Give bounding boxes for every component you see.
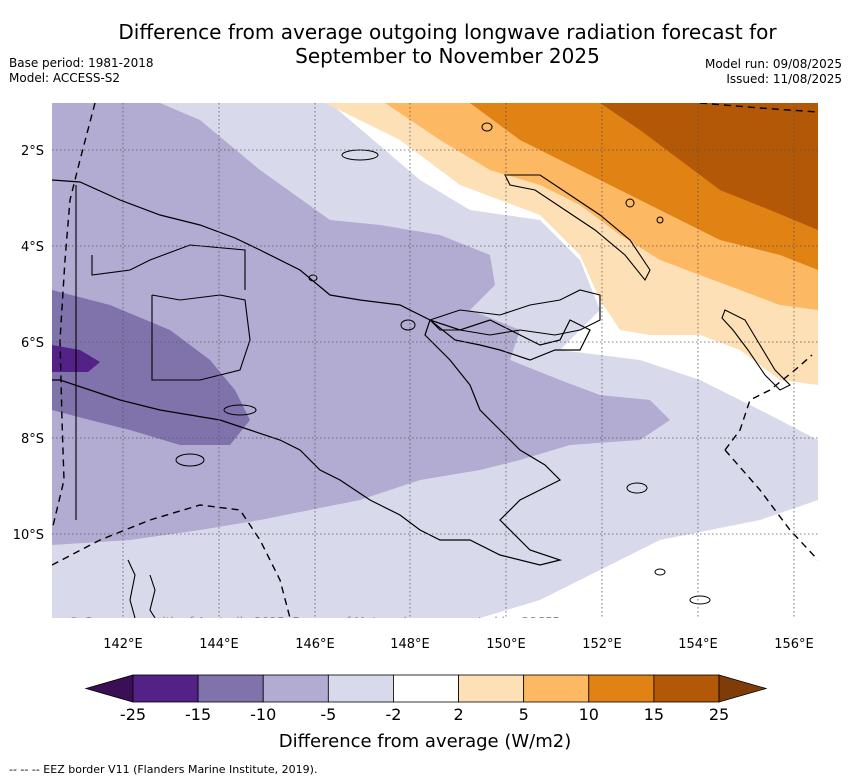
lon-tick-label: 152°E [582, 637, 622, 652]
meta-right: Model run: 09/08/2025 Issued: 11/08/2025 [705, 57, 842, 87]
colorbar-labels: -25 -15 -10 -5 -2 2 5 10 15 25 [120, 705, 729, 724]
eez-footnote: -- -- -- EEZ border V11 (Flanders Marine… [9, 763, 318, 776]
map-title: Difference from average outgoing longwav… [118, 20, 777, 68]
eez-border-lines [52, 103, 818, 618]
lon-tick-label: 144°E [199, 637, 239, 652]
coastline-new-ireland [504, 174, 651, 282]
colorbar-segment [588, 674, 655, 703]
colorbar-segment [458, 674, 525, 703]
colorbar-title: Difference from average (W/m2) [278, 731, 572, 752]
lat-tick-label: 8°S [21, 432, 44, 447]
colorbar-tick-label: -10 [250, 705, 276, 724]
lat-tick-label: 2°S [21, 144, 44, 159]
colorbar-segment [262, 674, 329, 703]
copyright-credit: © Commonwealth of Australia 2025, Bureau… [68, 615, 573, 629]
coastline-new-guinea [52, 179, 591, 566]
colorbar-segment [523, 674, 590, 703]
colorbar-segment [393, 674, 459, 703]
lat-tick-label: 4°S [21, 240, 44, 255]
colorbar-segment [132, 674, 199, 703]
colorbar-tick-label: 10 [579, 705, 599, 724]
colorbar-extend-high [718, 674, 768, 703]
lon-tick-label: 154°E [678, 637, 718, 652]
colorbar-tick-label: 25 [709, 705, 729, 724]
colorbar-tick-label: -2 [385, 705, 401, 724]
colorbar-tick-label: -15 [185, 705, 211, 724]
lon-tick-label: 156°E [774, 637, 814, 652]
lat-tick-label: 10°S [13, 528, 44, 543]
map-gridlines [52, 103, 818, 618]
colorbar-tick-label: 2 [453, 705, 463, 724]
meta-left: Base period: 1981-2018 Model: ACCESS-S2 [9, 56, 154, 86]
border-line [75, 185, 251, 520]
model-run-text: Model run: 09/08/2025 [704, 57, 842, 71]
anomaly-region-minus15-to-minus10 [52, 290, 250, 445]
colorbar-segment [653, 674, 720, 703]
anomaly-region-15-to-25 [600, 103, 818, 230]
lon-tick-label: 146°E [295, 637, 335, 652]
colorbar-segment [327, 674, 394, 703]
colorbar-tick-label: 15 [644, 705, 664, 724]
colorbar [84, 674, 768, 703]
issued-text: Issued: 11/08/2025 [726, 72, 842, 86]
colorbar-segment [197, 674, 264, 703]
lat-tick-label: 6°S [21, 336, 44, 351]
coastline-cape-york [127, 559, 156, 618]
colorbar-tick-label: 5 [519, 705, 529, 724]
colorbar-tick-label: -5 [320, 705, 336, 724]
lon-tick-label: 142°E [103, 637, 143, 652]
lon-tick-labels: 142°E 144°E 146°E 148°E 150°E 152°E 154°… [103, 637, 814, 652]
colorbar-tick-label: -25 [120, 705, 146, 724]
coastline-new-britain [428, 289, 601, 336]
lon-tick-label: 148°E [390, 637, 430, 652]
coastline-bougainville [721, 309, 791, 391]
lon-tick-label: 150°E [486, 637, 526, 652]
base-period-text: Base period: 1981-2018 [9, 56, 154, 70]
lat-tick-labels: 2°S 4°S 6°S 8°S 10°S [13, 144, 44, 543]
model-text: Model: ACCESS-S2 [9, 71, 121, 85]
colorbar-extend-low [84, 674, 134, 703]
map-panel: © Commonwealth of Australia 2025, Bureau… [52, 103, 818, 629]
